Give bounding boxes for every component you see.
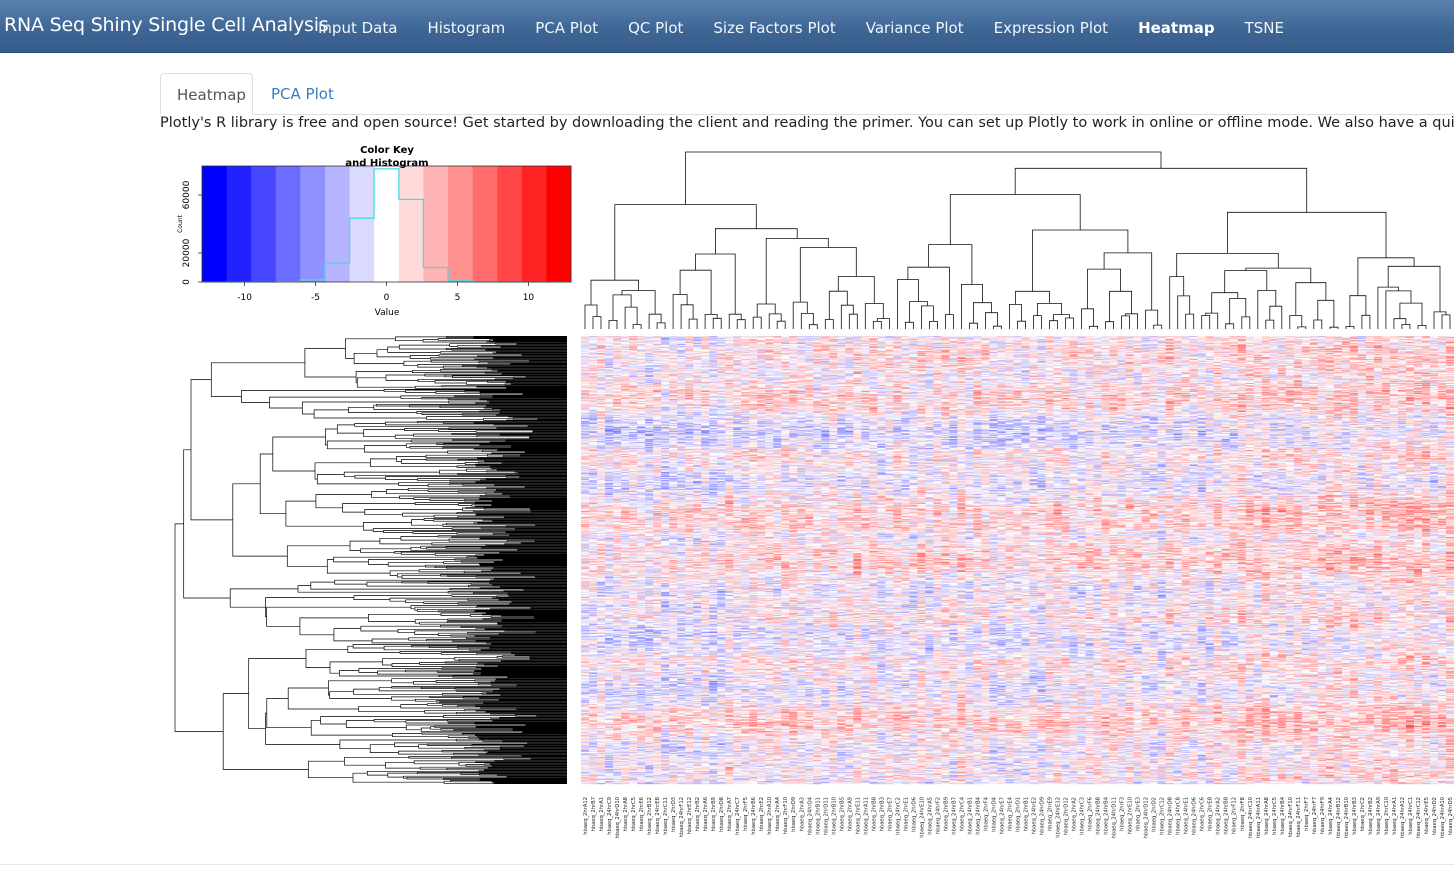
x-axis-label: Value	[375, 308, 400, 318]
y-tick-label: 60000	[182, 180, 192, 209]
color-key-title: Color Key	[360, 145, 414, 156]
x-tick-label: 10	[523, 293, 535, 303]
color-key-band	[300, 166, 325, 282]
heatmap-matrix	[581, 336, 1454, 784]
color-key-band	[399, 166, 424, 282]
color-key: Color Key and Histogram -10 -5 0 5 10 Value 0 200…	[177, 145, 572, 318]
color-key-band	[473, 166, 498, 282]
x-tick-label: -10	[237, 293, 252, 303]
color-key-band	[423, 166, 448, 282]
color-key-band	[350, 166, 375, 282]
color-key-band	[202, 166, 227, 282]
row-dendrogram	[175, 336, 567, 783]
color-key-band	[251, 166, 276, 282]
y-axis-label: Count	[177, 214, 184, 232]
x-tick-label: -5	[311, 293, 320, 303]
color-key-band	[448, 166, 473, 282]
color-key-band	[276, 166, 301, 282]
color-key-band	[325, 166, 350, 282]
color-key-band	[227, 166, 252, 282]
column-dendrogram-lines	[585, 152, 1450, 329]
color-key-band	[546, 166, 571, 282]
row-dendrogram-lines	[175, 336, 567, 783]
color-key-band	[497, 166, 522, 282]
column-dendrogram	[585, 152, 1450, 329]
y-tick-label: 0	[182, 279, 192, 285]
color-key-subtitle: and Histogram	[345, 158, 428, 169]
x-tick-label: 5	[455, 293, 461, 303]
color-key-band	[522, 166, 547, 282]
y-tick-label: 20000	[182, 238, 192, 267]
x-tick-label: 0	[384, 293, 390, 303]
color-key-band	[374, 166, 399, 282]
